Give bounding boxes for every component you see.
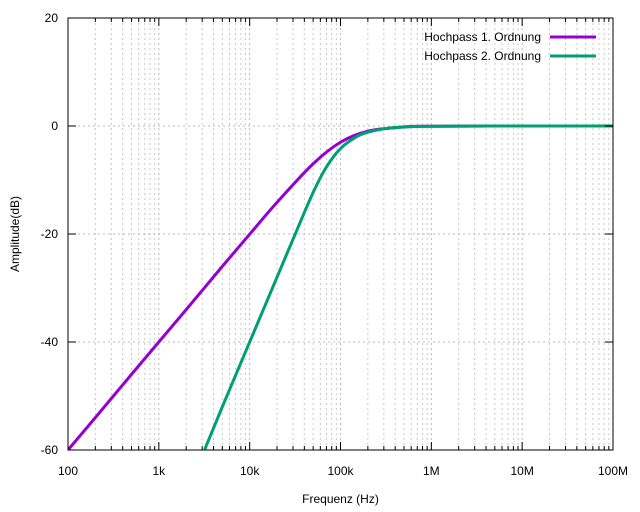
y-tick-labels: -60 -40 -20 0 20 — [41, 11, 59, 457]
legend-label: Hochpass 2. Ordnung — [424, 49, 541, 63]
y-tick-label: 0 — [51, 119, 58, 133]
series-layer — [68, 124, 613, 450]
grid — [67, 17, 614, 451]
x-tick-label: 100k — [327, 464, 354, 478]
y-tick-label: 20 — [45, 11, 59, 25]
y-tick-label: -40 — [41, 335, 59, 349]
x-tick-label: 1M — [423, 464, 440, 478]
ticks — [67, 17, 614, 451]
x-tick-label: 1k — [152, 464, 166, 478]
x-tick-label: 10M — [510, 464, 533, 478]
x-tick-labels: 100 1k 10k 100k 1M 10M 100M — [58, 464, 628, 478]
legend-label: Hochpass 1. Ordnung — [424, 30, 541, 44]
y-tick-label: -60 — [41, 443, 59, 457]
y-axis-label: Amplitude(dB) — [8, 196, 22, 272]
legend: Hochpass 1. Ordnung Hochpass 2. Ordnung — [424, 30, 596, 63]
x-tick-label: 10k — [240, 464, 260, 478]
x-tick-label: 100M — [598, 464, 628, 478]
series-line-2 — [203, 124, 613, 450]
x-axis-label: Frequenz (Hz) — [302, 492, 379, 506]
y-tick-label: -20 — [41, 227, 59, 241]
x-tick-label: 100 — [58, 464, 78, 478]
